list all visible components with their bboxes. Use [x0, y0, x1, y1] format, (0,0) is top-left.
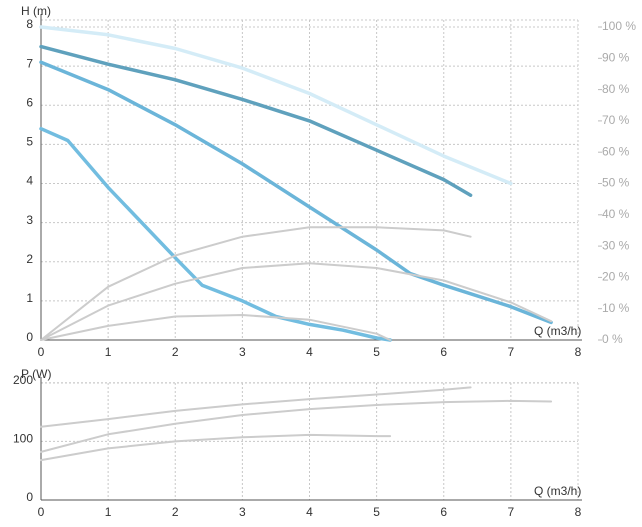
y-tick-label: 6	[26, 95, 33, 109]
y-tick-label: 3	[26, 213, 33, 227]
x-tick-label: 5	[373, 505, 380, 519]
x-tick-label: 7	[508, 345, 515, 359]
curve	[40, 386, 472, 428]
y2-tick-label: 30 %	[602, 238, 630, 252]
y2-tick-label: 0 %	[602, 332, 623, 346]
x-tick-label: 6	[440, 505, 447, 519]
curve	[40, 262, 553, 341]
x-tick-label: 6	[440, 345, 447, 359]
x-tick-label: 4	[306, 345, 313, 359]
y-tick-label: 100	[13, 432, 33, 446]
x-tick-label: 7	[508, 505, 515, 519]
y-tick-label: 2	[26, 252, 33, 266]
curve	[40, 226, 472, 341]
curve	[40, 314, 392, 341]
x-axis-title: Q (m3/h)	[534, 484, 581, 498]
y-axis-title: H (m)	[21, 4, 51, 18]
y2-tick-label: 100 %	[602, 19, 636, 33]
x-tick-label: 0	[38, 505, 45, 519]
curve	[39, 126, 392, 342]
x-tick-label: 5	[373, 345, 380, 359]
y-tick-label: 0	[26, 330, 33, 344]
y2-tick-label: 60 %	[602, 144, 630, 158]
x-tick-label: 1	[105, 345, 112, 359]
y-tick-label: 0	[26, 490, 33, 504]
x-tick-label: 3	[239, 505, 246, 519]
y2-tick-label: 70 %	[602, 113, 630, 127]
x-tick-label: 1	[105, 505, 112, 519]
x-tick-label: 8	[575, 505, 582, 519]
x-tick-label: 4	[306, 505, 313, 519]
curve	[40, 433, 392, 462]
y-tick-label: 7	[26, 56, 33, 70]
x-tick-label: 2	[172, 505, 179, 519]
y2-tick-label: 20 %	[602, 270, 630, 284]
x-tick-label: 0	[38, 345, 45, 359]
y-axis-title: P (W)	[21, 367, 51, 381]
y-tick-label: 8	[26, 17, 33, 31]
curve	[40, 399, 553, 453]
curve	[39, 25, 513, 186]
y-tick-label: 5	[26, 135, 33, 149]
y2-tick-label: 50 %	[602, 176, 630, 190]
y2-tick-label: 90 %	[602, 50, 630, 64]
y-tick-label: 4	[26, 174, 33, 188]
y-tick-label: 1	[26, 291, 33, 305]
y2-tick-label: 10 %	[602, 301, 630, 315]
curve	[39, 60, 553, 325]
x-tick-label: 2	[172, 345, 179, 359]
x-tick-label: 8	[575, 345, 582, 359]
x-axis-title: Q (m3/h)	[534, 324, 581, 338]
y2-tick-label: 40 %	[602, 207, 630, 221]
x-tick-label: 3	[239, 345, 246, 359]
curve	[39, 44, 473, 197]
y2-tick-label: 80 %	[602, 82, 630, 96]
y-tick-label: 200	[13, 373, 33, 387]
